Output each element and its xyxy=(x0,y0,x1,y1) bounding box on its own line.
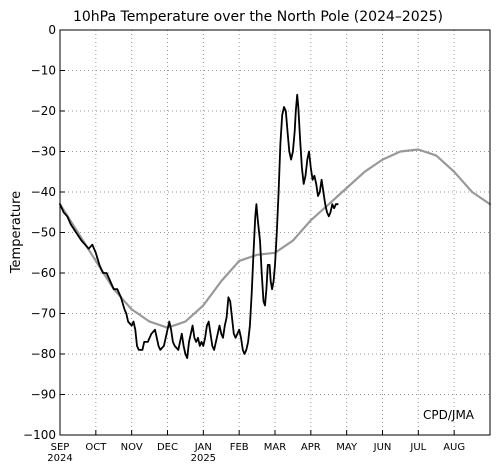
y-tick-label: 0 xyxy=(48,23,56,37)
y-tick-label: −90 xyxy=(31,388,56,402)
x-tick-label: FEB xyxy=(230,442,249,453)
x-tick-label: SEP xyxy=(51,442,70,453)
x-tick-label: AUG xyxy=(443,442,465,453)
x-tick-label: NOV xyxy=(121,442,143,453)
x-tick-year-label: 2025 xyxy=(191,453,216,464)
y-tick-label: −80 xyxy=(31,347,56,361)
series-layer xyxy=(58,93,492,359)
x-tick-label: JUN xyxy=(373,442,392,453)
y-tick-label: −100 xyxy=(23,428,56,442)
x-tick-label: OCT xyxy=(85,442,107,453)
credit-label: CPD/JMA xyxy=(423,408,475,422)
y-tick-label: −40 xyxy=(31,185,56,199)
x-tick-year-label: 2024 xyxy=(47,453,72,464)
y-tick-label: −60 xyxy=(31,266,56,280)
gridlines xyxy=(60,30,490,435)
x-tick-label: APR xyxy=(301,442,321,453)
y-tick-label: −30 xyxy=(31,145,56,159)
x-tick-label: MAY xyxy=(336,442,358,453)
y-tick-label: −10 xyxy=(31,64,56,78)
y-axis-label: Temperature xyxy=(9,191,24,274)
x-tick-label: MAR xyxy=(264,442,286,453)
x-tick-label: DEC xyxy=(157,442,178,453)
y-tick-label: −20 xyxy=(31,104,56,118)
y-tick-label: −70 xyxy=(31,307,56,321)
x-tick-label: JUL xyxy=(409,442,426,453)
y-tick-label: −50 xyxy=(31,226,56,240)
chart-title: 10hPa Temperature over the North Pole (2… xyxy=(73,9,443,25)
x-tick-label: JAN xyxy=(194,442,212,453)
y-axis: 0 −10 −20 −30 −40 −50 −60 −70 −80 −90 −100 xyxy=(23,23,65,442)
temperature-line xyxy=(59,93,339,359)
